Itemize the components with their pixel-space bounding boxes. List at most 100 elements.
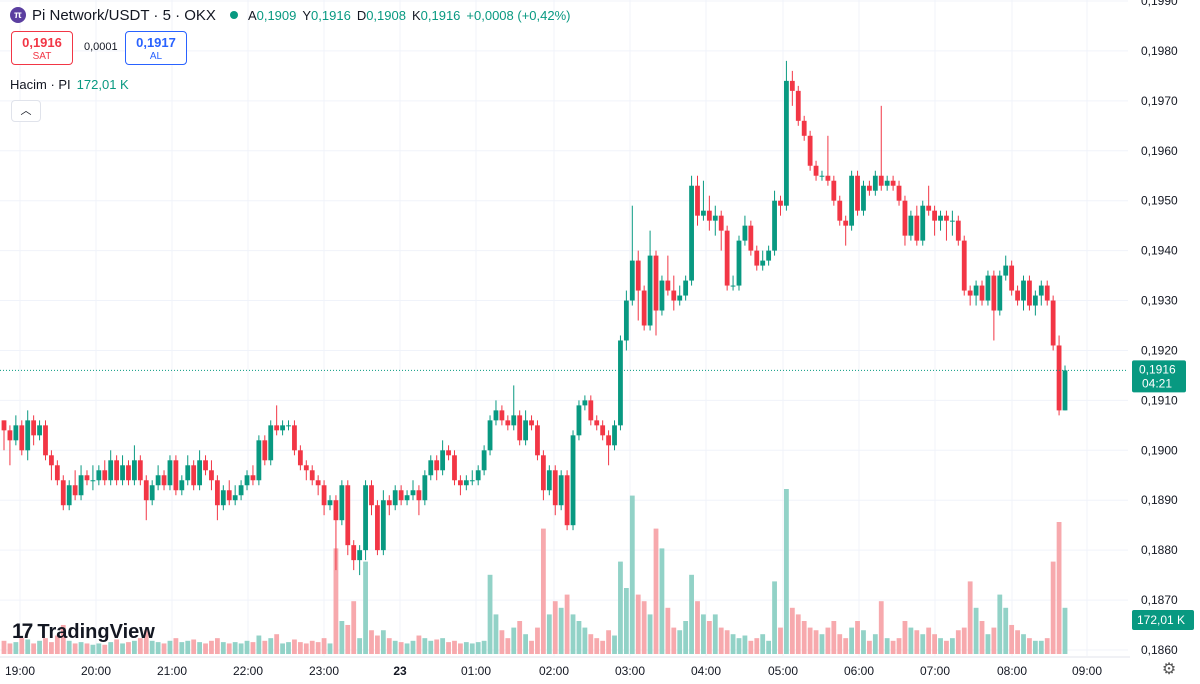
candle-body — [546, 470, 552, 491]
volume-bar — [54, 635, 60, 654]
candle-body — [967, 290, 973, 296]
volume-bar — [84, 643, 90, 654]
volume-bar — [446, 642, 451, 654]
volume-bar — [303, 643, 309, 654]
volume-bar — [90, 644, 96, 654]
candle-body — [712, 215, 718, 221]
chevron-up-icon[interactable]: ︿ — [11, 100, 41, 122]
volume-bar — [576, 621, 582, 654]
candle-body — [914, 215, 920, 241]
volume-bar — [997, 594, 1003, 654]
candle-body — [558, 475, 564, 506]
volume-bar — [985, 634, 991, 654]
volume-bar — [949, 638, 955, 654]
x-tick-label: 06:00 — [844, 664, 874, 678]
candle-body — [309, 470, 315, 481]
candle-body — [991, 275, 997, 311]
y-tick-label: 0,1950 — [1141, 194, 1178, 208]
volume-bar — [475, 642, 481, 654]
y-tick-label: 0,1970 — [1141, 94, 1178, 108]
candle-body — [701, 210, 706, 216]
volume-bar — [831, 621, 837, 654]
candle-body — [653, 255, 659, 311]
volume-bar — [588, 634, 594, 654]
candle-body — [1027, 280, 1032, 306]
volume-bar — [1027, 638, 1032, 654]
volume-bar — [102, 644, 108, 654]
volume-bar — [398, 642, 404, 654]
sell-button[interactable]: 0,1916 SAT — [11, 31, 73, 65]
volume-bar — [736, 638, 742, 654]
symbol-title[interactable]: Pi Network/USDT · 5 · OKX — [32, 6, 216, 24]
candle-body — [878, 175, 884, 186]
volume-bar — [72, 643, 78, 654]
candle-body — [463, 480, 469, 486]
volume-bar — [754, 638, 760, 654]
volume-bar — [392, 640, 398, 654]
candle-body — [766, 250, 772, 261]
candle-body — [143, 480, 149, 501]
volume-bar — [546, 614, 552, 654]
candle-body — [529, 420, 534, 426]
volume-bar — [570, 614, 576, 654]
volume-bar — [321, 638, 327, 654]
candle-body — [137, 460, 143, 481]
sell-price: 0,1916 — [22, 35, 62, 50]
close-value: 0,1916 — [420, 7, 461, 23]
gear-icon[interactable]: ⚙ — [1161, 661, 1177, 678]
candle-body — [819, 175, 825, 177]
volume-bar — [760, 634, 766, 654]
volume-bar — [926, 627, 932, 654]
buy-label: AL — [149, 51, 163, 62]
volume-bar — [197, 642, 203, 654]
buy-button[interactable]: 0,1917 AL — [125, 31, 187, 65]
candle-body — [286, 425, 291, 427]
candle-body — [351, 545, 357, 561]
volume-bar — [647, 614, 653, 654]
candle-body — [535, 425, 540, 456]
volume-bar — [505, 638, 511, 654]
candle-body — [339, 485, 345, 521]
candle-body — [315, 480, 321, 486]
volume-bar — [712, 614, 718, 654]
volume-bar — [463, 642, 469, 654]
volume-bar — [487, 574, 493, 654]
volume-bar — [7, 643, 13, 654]
candle-body — [173, 460, 179, 491]
volume-bar — [256, 635, 262, 654]
candle-body — [78, 475, 84, 496]
candle-body — [209, 470, 214, 481]
volume-bar — [813, 630, 819, 654]
candle-body — [671, 290, 677, 301]
low-key: D — [356, 7, 367, 23]
volume-bar — [944, 640, 949, 654]
volume-bar — [60, 624, 66, 654]
volume-bar — [380, 630, 386, 654]
volume-bar — [564, 594, 570, 654]
last-price-badge — [1132, 360, 1186, 393]
candle-body — [185, 465, 191, 481]
volume-bar — [932, 634, 937, 654]
tradingview-logo[interactable]: 17 TradingView — [12, 620, 155, 644]
candle-body — [481, 450, 487, 471]
volume-bar — [19, 638, 25, 654]
volume-bar — [238, 643, 244, 654]
volume-bar — [369, 630, 374, 654]
candle-body — [748, 225, 754, 251]
volume-label: Hacim · PI — [10, 77, 71, 92]
tradingview-mark: 17 — [12, 620, 33, 643]
candle-body — [191, 465, 197, 486]
candle-body — [452, 455, 457, 481]
candle-body — [126, 465, 131, 481]
volume-bar — [452, 640, 457, 654]
candle-body — [416, 490, 422, 501]
volume-bar — [855, 621, 860, 654]
volume-bar — [143, 630, 149, 654]
candle-body — [629, 260, 635, 301]
candle-body — [1050, 300, 1056, 346]
volume-bar — [167, 640, 173, 654]
volume-bar — [724, 630, 730, 654]
change-value: +0,0008 (+0,42%) — [466, 7, 571, 23]
candle-body — [369, 485, 374, 506]
